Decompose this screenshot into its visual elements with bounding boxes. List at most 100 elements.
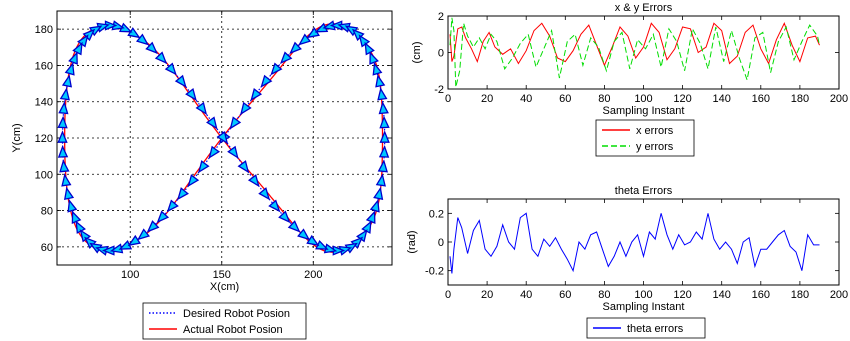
y-axis-label: (cm) [411, 42, 423, 64]
x-tick-label: 100 [634, 93, 652, 105]
x-tick-label: 100 [121, 269, 139, 281]
y-tick-label: 140 [35, 97, 53, 109]
robot-marker [177, 187, 189, 201]
robot-marker [166, 199, 179, 213]
robot-marker [378, 101, 389, 115]
robot-marker [57, 130, 68, 143]
robot-marker [197, 160, 210, 174]
robot-marker [57, 115, 68, 129]
x-tick-label: 0 [445, 289, 451, 301]
x-tick-label: 150 [213, 269, 231, 281]
legend-label: x errors [636, 125, 674, 137]
robot-marker [258, 187, 271, 201]
x-tick-label: 160 [752, 289, 770, 301]
y-tick-label: 0 [438, 48, 444, 60]
legend-label: Actual Robot Posion [183, 324, 283, 336]
robot-marker [145, 41, 158, 55]
robot-marker [227, 145, 239, 159]
legend-box [586, 317, 706, 339]
x-tick-label: 40 [520, 93, 532, 105]
y-axis-label: (rad) [406, 230, 418, 253]
x-tick-label: 60 [559, 93, 571, 105]
x-tick-label: 120 [673, 93, 691, 105]
x-tick-label: 80 [598, 289, 610, 301]
robot-marker [58, 101, 69, 115]
robot-marker [369, 51, 379, 65]
y-tick-label: 0 [438, 237, 444, 249]
robot-marker [59, 159, 70, 173]
x-axis-label: Sampling Instant [603, 105, 685, 117]
x-tick-label: 100 [634, 289, 652, 301]
robot-marker [289, 41, 302, 55]
robot-marker [187, 174, 200, 188]
robot-marker [229, 116, 242, 130]
x-tick-label: 180 [791, 93, 809, 105]
legend-label: y errors [636, 141, 674, 153]
y-tick-label: 180 [35, 24, 53, 36]
y-tick-label: 0.2 [429, 208, 444, 220]
robot-marker [195, 101, 208, 116]
plot-border [56, 10, 393, 266]
robot-marker [375, 74, 386, 88]
robot-marker [268, 199, 281, 213]
robot-marker [279, 51, 293, 65]
robot-marker [61, 173, 72, 187]
robot-marker [156, 210, 170, 224]
chart-title: theta Errors [615, 185, 673, 197]
robot-marker [250, 87, 263, 102]
x-tick-label: 200 [830, 289, 848, 301]
legend-label: Desired Robot Posion [183, 308, 290, 320]
robot-marker [154, 51, 168, 65]
robot-marker [278, 210, 291, 224]
series-line-theta-errors [449, 212, 820, 274]
theta-errors-plot: 0 20 40 60 80 100 120 140 160 180 200-0.200.2theta… [406, 185, 848, 339]
robot-marker [378, 144, 390, 158]
x-tick-label: 140 [713, 93, 731, 105]
y-tick-label: -2 [434, 84, 444, 96]
robot-marker [287, 220, 301, 233]
plot-border [447, 198, 840, 286]
robot-marker [208, 145, 221, 159]
trajectory-plot: 100 150 200 60 80 100 120 140 160 180 X(cm) Y(cm) De… [11, 10, 393, 340]
robot-marker [377, 87, 388, 101]
robot-marker [146, 220, 160, 233]
robot-marker [137, 228, 151, 241]
x-tick-label: 60 [559, 289, 571, 301]
robot-marker [64, 62, 75, 76]
legend-box [595, 119, 695, 157]
x-tick-label: 200 [304, 269, 322, 281]
plot-area [448, 199, 839, 285]
series-line-y-errors [449, 17, 820, 88]
robot-marker [174, 74, 187, 88]
robot-marker [61, 74, 73, 88]
x-tick-label: 120 [673, 289, 691, 301]
y-tick-label: 100 [35, 169, 53, 181]
robot-marker [372, 62, 383, 76]
x-axis-label: X(cm) [210, 281, 239, 293]
x-tick-label: 180 [791, 289, 809, 301]
y-axis-label: Y(cm) [11, 123, 23, 152]
robot-marker [369, 199, 380, 213]
robot-marker [373, 186, 384, 201]
plot-border [447, 15, 840, 90]
y-tick-label: 60 [41, 242, 53, 254]
robot-marker [237, 160, 250, 174]
robot-marker [270, 62, 283, 76]
x-tick-label: 200 [830, 93, 848, 105]
robot-marker [164, 62, 177, 76]
robot-marker [63, 186, 75, 201]
robot-marker [260, 74, 273, 88]
robot-marker [379, 130, 390, 143]
x-tick-label: 20 [481, 289, 493, 301]
robot-marker [185, 87, 197, 102]
y-tick-label: 2 [438, 11, 444, 23]
y-tick-label: 160 [35, 60, 53, 72]
x-tick-label: 0 [445, 93, 451, 105]
x-tick-label: 160 [752, 93, 770, 105]
robot-marker [297, 228, 311, 241]
x-tick-label: 40 [520, 289, 532, 301]
plot-area [448, 16, 839, 89]
y-tick-label: 80 [41, 206, 53, 218]
